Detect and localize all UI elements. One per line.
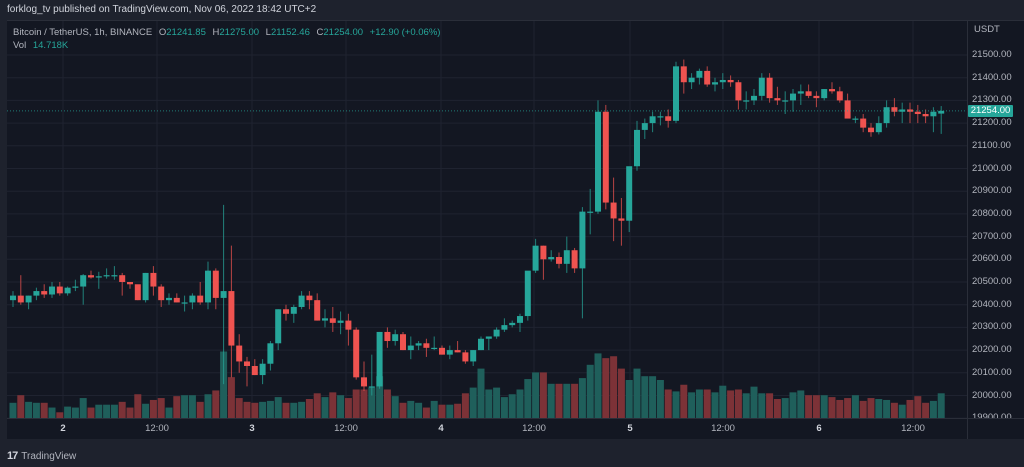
time-tick: 6 bbox=[816, 423, 822, 434]
currency-unit: USDT bbox=[974, 24, 1000, 35]
candlestick-plot[interactable] bbox=[7, 21, 967, 418]
open-label: O bbox=[158, 27, 167, 38]
axis-corner bbox=[967, 418, 1024, 439]
price-axis[interactable] bbox=[967, 21, 1024, 418]
price-tick: 20800.00 bbox=[972, 207, 1012, 219]
close-value: 21254.00 bbox=[323, 27, 364, 38]
price-tick: 21300.00 bbox=[972, 94, 1012, 106]
close-label: C bbox=[316, 27, 324, 38]
volume-value: 14.718K bbox=[32, 40, 69, 51]
chart-legend: Bitcoin / TetherUS, 1h, BINANCE O21241.8… bbox=[13, 26, 444, 52]
time-tick: 2 bbox=[60, 423, 66, 434]
price-tick: 21500.00 bbox=[972, 49, 1012, 60]
price-tick: 20500.00 bbox=[972, 276, 1012, 287]
time-axis[interactable] bbox=[7, 418, 967, 439]
time-tick: 4 bbox=[438, 423, 444, 434]
tradingview-logo-icon: 17 bbox=[7, 450, 18, 462]
time-tick: 12:00 bbox=[711, 423, 735, 434]
price-tick: 20100.00 bbox=[972, 366, 1012, 378]
price-tick: 21100.00 bbox=[972, 139, 1011, 151]
high-label: H bbox=[212, 27, 220, 38]
price-tick: 21000.00 bbox=[972, 162, 1012, 174]
price-tick: 21400.00 bbox=[972, 71, 1012, 83]
time-tick: 5 bbox=[627, 423, 633, 434]
change-value: +12.90 (+0.06%) bbox=[369, 27, 441, 38]
chart-panel[interactable] bbox=[7, 20, 1024, 439]
publisher-caption: forklog_tv published on TradingView.com,… bbox=[7, 4, 317, 15]
low-label: L bbox=[265, 27, 271, 38]
price-tick: 21200.00 bbox=[972, 117, 1012, 129]
time-tick: 3 bbox=[249, 423, 255, 434]
volume-label: Vol bbox=[13, 40, 27, 51]
price-tick: 20900.00 bbox=[972, 185, 1012, 197]
price-tick: 20200.00 bbox=[972, 344, 1012, 356]
last-price-badge: 21254.00 bbox=[968, 104, 1013, 117]
time-tick: 12:00 bbox=[522, 423, 546, 434]
price-tick: 19900.00 bbox=[972, 412, 1012, 423]
high-value: 21275.00 bbox=[219, 27, 260, 38]
price-tick: 20000.00 bbox=[972, 389, 1012, 401]
time-tick: 12:00 bbox=[334, 423, 358, 434]
time-tick: 12:00 bbox=[901, 423, 925, 434]
price-tick: 20300.00 bbox=[972, 321, 1012, 333]
open-value: 21241.85 bbox=[166, 27, 206, 38]
price-tick: 20700.00 bbox=[972, 230, 1012, 242]
low-value: 21152.46 bbox=[270, 27, 310, 38]
time-tick: 12:00 bbox=[145, 423, 169, 434]
price-tick: 20600.00 bbox=[972, 253, 1012, 265]
symbol-label: Bitcoin / TetherUS, 1h, BINANCE bbox=[13, 27, 153, 38]
tradingview-brand[interactable]: 17 TradingView bbox=[7, 450, 76, 462]
brand-label: TradingView bbox=[21, 450, 77, 462]
price-tick: 20400.00 bbox=[972, 298, 1012, 310]
